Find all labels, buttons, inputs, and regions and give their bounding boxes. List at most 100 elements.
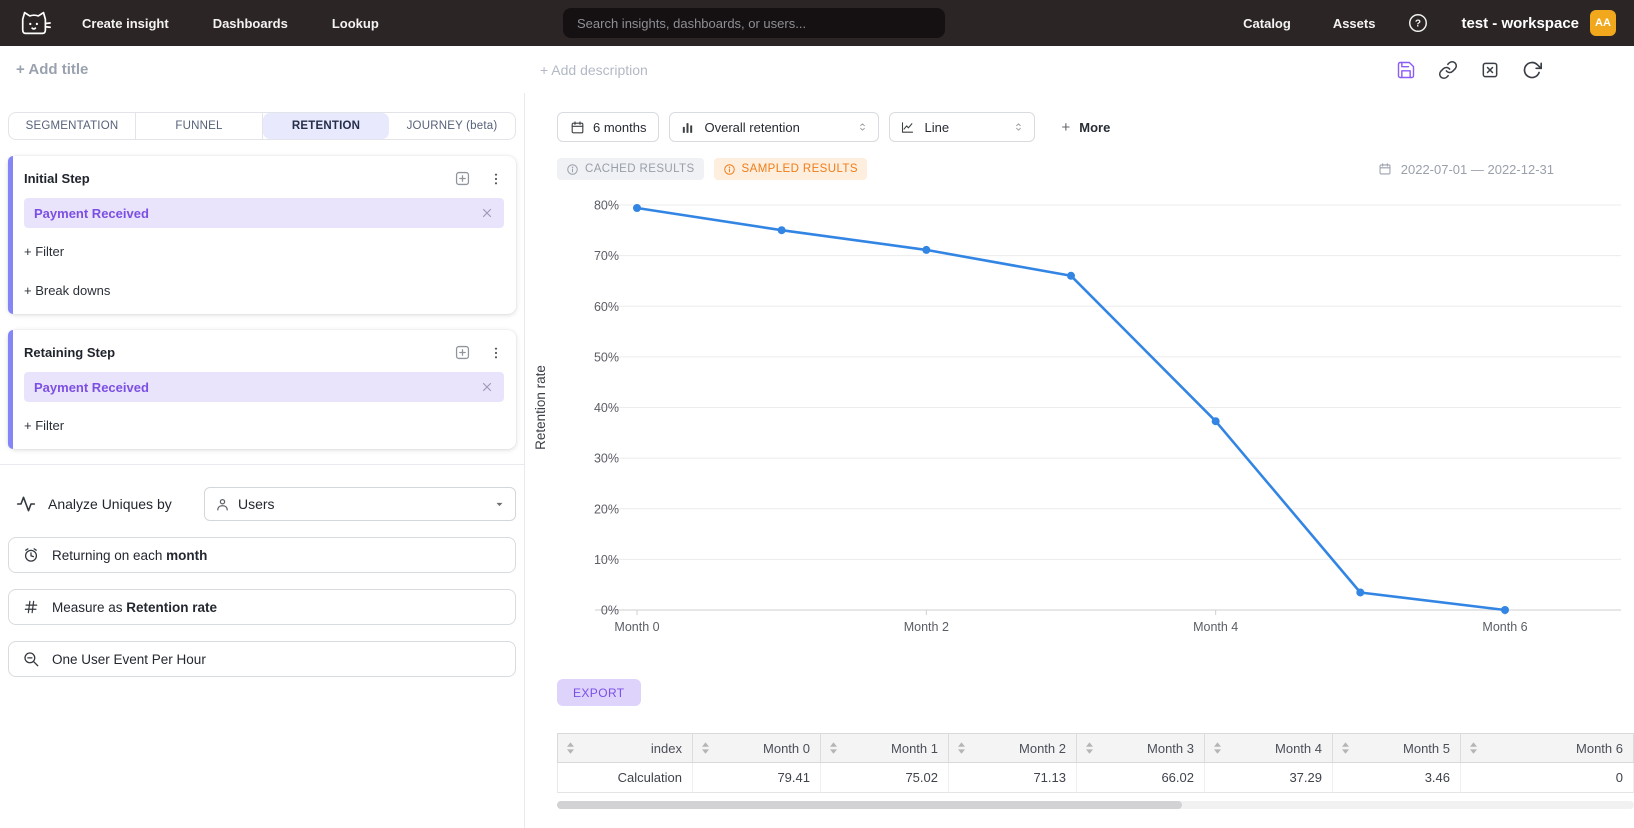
hash-icon xyxy=(24,600,38,614)
initial-step-title: Initial Step xyxy=(24,171,90,186)
workspace-name[interactable]: test - workspace xyxy=(1461,14,1579,32)
chart-type-select[interactable]: Line xyxy=(889,112,1036,142)
column-header-month5[interactable]: Month 5 xyxy=(1333,733,1461,763)
column-header-month0[interactable]: Month 0 xyxy=(693,733,821,763)
insight-type-tabs: SEGMENTATION FUNNEL RETENTION JOURNEY (b… xyxy=(8,112,516,140)
sort-icon[interactable] xyxy=(1469,741,1478,755)
add-breakdowns-link[interactable]: + Break downs xyxy=(24,283,111,298)
add-step-icon[interactable] xyxy=(453,343,472,362)
column-header-month3[interactable]: Month 3 xyxy=(1077,733,1205,763)
refresh-icon[interactable] xyxy=(1522,60,1542,80)
global-search-input[interactable] xyxy=(563,8,945,38)
table-horizontal-scrollbar[interactable] xyxy=(557,801,1634,809)
sampled-results-badge: SAMPLED RESULTS xyxy=(713,158,867,180)
link-icon[interactable] xyxy=(1438,60,1458,80)
svg-text:10%: 10% xyxy=(594,553,619,567)
remove-event-icon[interactable] xyxy=(480,206,494,220)
column-header-month4[interactable]: Month 4 xyxy=(1205,733,1333,763)
initial-step-card: Initial Step Payment Received + Filter +… xyxy=(8,156,516,314)
analyze-uniques-label: Analyze Uniques by xyxy=(48,496,172,512)
tab-retention[interactable]: RETENTION xyxy=(263,113,389,139)
svg-text:70%: 70% xyxy=(594,249,619,263)
svg-text:Month 2: Month 2 xyxy=(904,620,949,634)
info-circle-icon xyxy=(723,163,735,175)
retaining-step-title: Retaining Step xyxy=(24,345,116,360)
add-title-button[interactable]: + Add title xyxy=(16,61,89,78)
add-description-button[interactable]: + Add description xyxy=(540,61,648,78)
topnav-right-group: Catalog Assets ? test - workspace AA xyxy=(1243,10,1616,36)
event-name: Payment Received xyxy=(34,205,149,221)
chart-controls: 6 months Overall retention Line xyxy=(557,112,1634,142)
date-range-value: 6 months xyxy=(593,119,647,135)
retention-type-value: Overall retention xyxy=(704,119,800,135)
svg-text:40%: 40% xyxy=(594,401,619,415)
panel-divider xyxy=(0,464,524,465)
column-header-month2[interactable]: Month 2 xyxy=(949,733,1077,763)
retention-type-select[interactable]: Overall retention xyxy=(669,112,880,142)
add-filter-link[interactable]: + Filter xyxy=(24,418,65,433)
close-square-icon[interactable] xyxy=(1480,60,1500,80)
nav-dashboards[interactable]: Dashboards xyxy=(212,15,288,31)
sort-icon[interactable] xyxy=(1085,741,1094,755)
step-menu-icon[interactable] xyxy=(488,344,504,362)
sort-icon[interactable] xyxy=(701,741,710,755)
date-range-text: 2022-07-01 — 2022-12-31 xyxy=(1400,161,1554,177)
sort-icon[interactable] xyxy=(829,741,838,755)
cached-results-badge: CACHED RESULTS xyxy=(557,158,704,180)
column-header-month1[interactable]: Month 1 xyxy=(821,733,949,763)
one-event-per-hour-button[interactable]: One User Event Per Hour xyxy=(8,641,516,677)
svg-text:20%: 20% xyxy=(594,502,619,516)
returning-interval-button[interactable]: Returning on each month xyxy=(8,537,516,573)
scrollbar-thumb[interactable] xyxy=(557,801,1182,809)
analyze-entity-value: Users xyxy=(238,496,275,512)
cell-index: Calculation xyxy=(557,763,693,793)
tab-segmentation[interactable]: SEGMENTATION xyxy=(9,113,136,139)
add-step-icon[interactable] xyxy=(453,169,472,188)
cell-month1: 75.02 xyxy=(821,763,949,793)
column-header-index[interactable]: index xyxy=(557,733,693,763)
more-options-button[interactable]: + More xyxy=(1061,118,1111,136)
sort-icon[interactable] xyxy=(1341,741,1350,755)
svg-text:?: ? xyxy=(1415,19,1421,30)
one-event-per-hour-label: One User Event Per Hour xyxy=(52,651,206,667)
chart-type-value: Line xyxy=(924,119,950,135)
measure-as-button[interactable]: Measure as Retention rate xyxy=(8,589,516,625)
chevrons-updown-icon xyxy=(860,123,866,131)
nav-create-insight[interactable]: Create insight xyxy=(82,15,169,31)
calendar-icon xyxy=(571,120,584,133)
query-builder-panel: SEGMENTATION FUNNEL RETENTION JOURNEY (b… xyxy=(0,93,525,828)
sort-icon[interactable] xyxy=(566,741,575,755)
cell-month4: 37.29 xyxy=(1205,763,1333,793)
cat-logo-icon[interactable] xyxy=(18,8,52,38)
nav-assets[interactable]: Assets xyxy=(1332,15,1376,31)
svg-text:Month 0: Month 0 xyxy=(614,620,659,634)
sort-icon[interactable] xyxy=(1213,741,1222,755)
date-range-button[interactable]: 6 months xyxy=(557,112,660,142)
save-icon[interactable] xyxy=(1396,60,1416,80)
nav-catalog[interactable]: Catalog xyxy=(1243,15,1291,31)
results-panel: 6 months Overall retention Line xyxy=(525,93,1634,828)
bar-chart-icon xyxy=(683,122,693,133)
tab-journey[interactable]: JOURNEY (beta) xyxy=(406,120,498,132)
add-filter-link[interactable]: + Filter xyxy=(24,244,65,259)
table-header-row: index Month 0 Month 1 Month 2 Month 3 xyxy=(557,733,1634,763)
initial-step-event-chip[interactable]: Payment Received xyxy=(24,198,504,228)
measure-as-label: Measure as Retention rate xyxy=(52,599,218,615)
returning-interval-label: Returning on each month xyxy=(52,547,208,563)
activity-icon xyxy=(16,496,36,512)
export-button[interactable]: EXPORT xyxy=(557,679,641,706)
sort-icon[interactable] xyxy=(957,741,966,755)
analyze-entity-select[interactable]: Users xyxy=(204,487,516,521)
cell-month3: 66.02 xyxy=(1077,763,1205,793)
tab-funnel[interactable]: FUNNEL xyxy=(136,113,263,139)
retaining-step-event-chip[interactable]: Payment Received xyxy=(24,372,504,402)
status-row: CACHED RESULTS SAMPLED RESULTS 2022-07-0… xyxy=(557,158,1554,180)
remove-event-icon[interactable] xyxy=(480,380,494,394)
nav-lookup[interactable]: Lookup xyxy=(331,15,379,31)
help-circle-icon[interactable]: ? xyxy=(1407,12,1429,34)
user-avatar[interactable]: AA xyxy=(1590,10,1616,36)
top-navbar: Create insight Dashboards Lookup Catalog… xyxy=(0,0,1634,46)
insight-actions xyxy=(1396,60,1542,80)
column-header-month6[interactable]: Month 6 xyxy=(1461,733,1634,763)
step-menu-icon[interactable] xyxy=(488,170,504,188)
